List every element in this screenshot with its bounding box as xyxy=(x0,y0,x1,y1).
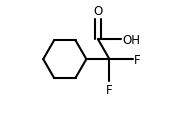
Text: O: O xyxy=(93,5,103,18)
Text: F: F xyxy=(106,83,113,96)
Text: OH: OH xyxy=(122,33,141,46)
Text: F: F xyxy=(134,53,141,66)
